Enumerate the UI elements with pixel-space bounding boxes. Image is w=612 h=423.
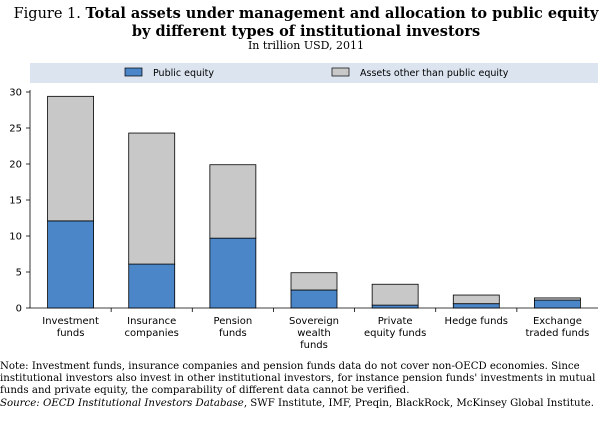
legend-label-0: Public equity: [153, 68, 214, 79]
y-tick-label: 20: [9, 160, 22, 171]
bar-public-equity: [290, 289, 338, 309]
note-text: Investment funds, insurance companies an…: [0, 361, 596, 397]
x-category-label: Pension funds: [214, 316, 253, 339]
note-label: Note:: [0, 361, 29, 372]
legend-band: [30, 63, 598, 83]
bar-other-assets: [128, 132, 176, 265]
figure-label: Figure 1.: [13, 6, 81, 22]
bar-other-assets: [47, 95, 94, 222]
bar-other-assets: [452, 294, 500, 305]
y-tick-label: 10: [9, 232, 22, 243]
x-category-label: Private equity funds: [364, 316, 426, 339]
source-label: Source:: [0, 397, 40, 409]
bar-public-equity: [452, 303, 500, 309]
y-tick-label: 5: [16, 268, 22, 279]
stacked-bar-chart: Public equity Assets other than public eq…: [9, 63, 598, 351]
bar-other-assets: [371, 283, 419, 306]
bar-public-equity: [534, 299, 581, 309]
source-database: OECD Institutional Investors Database: [42, 397, 244, 409]
x-category-label: Insurance companies: [125, 316, 179, 339]
y-tick-label: 25: [9, 124, 22, 135]
figure-title: Figure 1. Total assets under management …: [0, 5, 612, 41]
x-category-label: Exchange traded funds: [525, 316, 589, 339]
bar-other-assets: [209, 164, 257, 239]
bar-public-equity: [128, 263, 176, 309]
bar-public-equity: [371, 304, 419, 309]
x-category-label: Investment funds: [42, 316, 99, 339]
legend-swatch-1: [331, 67, 350, 77]
legend-label-1: Assets other than public equity: [360, 68, 509, 79]
y-tick-label: 0: [16, 304, 22, 315]
bar-public-equity: [47, 220, 94, 309]
x-category-label: Sovereign wealth funds: [289, 316, 339, 351]
y-tick-label: 30: [9, 88, 22, 99]
bar-other-assets: [290, 272, 338, 291]
y-tick-label: 15: [9, 196, 22, 207]
title-line-2: by different types of institutional inve…: [131, 23, 481, 40]
chart-note: Note: Investment funds, insurance compan…: [0, 361, 612, 410]
chart-subtitle: In trillion USD, 2011: [247, 39, 365, 52]
x-category-label: Hedge funds: [445, 316, 508, 327]
legend-swatch-0: [124, 67, 143, 77]
bar-other-assets: [534, 297, 581, 301]
source-rest: , SWF Institute, IMF, Preqin, BlackRock,…: [243, 397, 594, 409]
title-line-1: Total assets under management and alloca…: [85, 5, 599, 22]
bar-public-equity: [209, 237, 257, 309]
